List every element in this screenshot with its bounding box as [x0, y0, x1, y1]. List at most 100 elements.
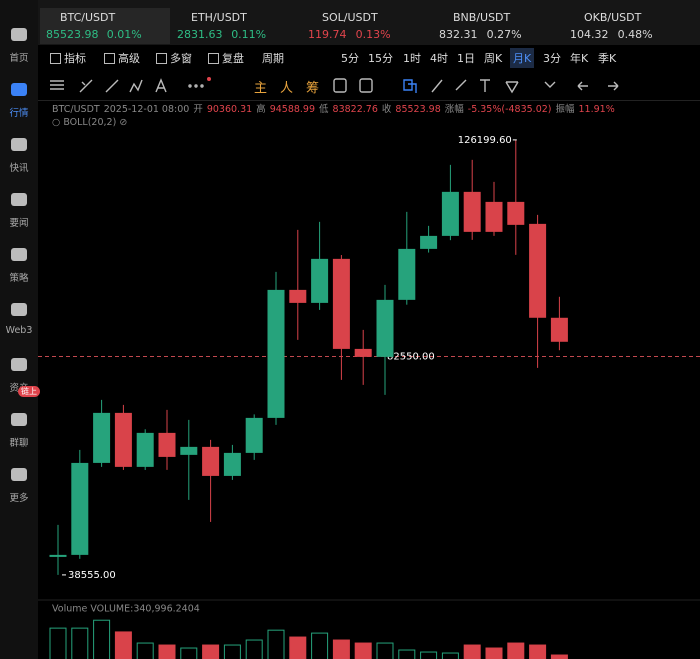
volume-bar: [180, 647, 198, 659]
candle-body: [485, 201, 503, 232]
volume-bar: [441, 652, 459, 659]
volume-bar: [245, 639, 263, 659]
volume-bar: [463, 644, 481, 659]
candle-body: [158, 432, 176, 457]
interval-button[interactable]: 5分: [341, 52, 359, 65]
tab-change: 0.13%: [355, 28, 391, 41]
interval-button[interactable]: 1日: [457, 52, 475, 65]
tool-button[interactable]: 指标: [64, 52, 86, 65]
tool-icon: [208, 53, 219, 64]
tab-bar: BTC/USDT 85523.98 0.01% ETH/USDT 2831.63 0.11…: [38, 0, 700, 45]
tab[interactable]: BNB/USDT 832.31 0.27%: [433, 8, 563, 44]
tab-change: 0.27%: [486, 28, 522, 41]
candle-body: [376, 299, 394, 357]
info-value: 90360.31: [206, 104, 253, 115]
volume-bar: [354, 642, 372, 659]
interval-button[interactable]: 季K: [598, 52, 617, 65]
chart: 82550.00 126199.60 38555.00 Volume VOLUME:3…: [38, 135, 700, 659]
nav-icon: [11, 413, 27, 426]
candle-body: [71, 462, 89, 555]
interval-button[interactable]: 月K: [510, 48, 535, 68]
candle-body: [398, 248, 416, 300]
candle-body: [136, 432, 154, 467]
tab-change: 0.01%: [106, 28, 142, 41]
candle-body: [420, 235, 438, 249]
badge: 链上: [18, 386, 40, 397]
volume-bar: [550, 654, 568, 659]
interval-button[interactable]: 3分: [543, 52, 561, 65]
tab-symbol: OKB/USDT: [584, 11, 642, 24]
nav-icon: [11, 358, 27, 371]
candle-body: [180, 446, 198, 455]
candle-body: [507, 201, 525, 225]
sidebar: 首页行情快讯要闻策略Web3资产群聊更多链上: [0, 0, 40, 659]
period-select[interactable]: 周期: [262, 52, 284, 65]
tab[interactable]: BTC/USDT 85523.98 0.01%: [40, 8, 170, 44]
nav-label[interactable]: 群聊: [9, 438, 29, 449]
candle-body: [267, 289, 285, 418]
draw-tool[interactable]: 筹: [306, 81, 320, 96]
candle-body: [463, 191, 481, 232]
info-label: 开: [193, 104, 203, 115]
tool-button[interactable]: 复盘: [222, 52, 244, 65]
tab[interactable]: OKB/USDT 104.32 0.48%: [564, 8, 694, 44]
draw-toolbar: 主人筹: [38, 70, 700, 101]
draw-tool[interactable]: 人: [280, 81, 294, 96]
tool-button[interactable]: 高级: [118, 52, 140, 65]
candle-body: [354, 348, 372, 357]
volume-bar: [507, 642, 525, 659]
interval-button[interactable]: 4时: [430, 52, 448, 65]
volume-bar: [376, 642, 394, 659]
nav-label[interactable]: 首页: [9, 53, 29, 64]
tab[interactable]: ETH/USDT 2831.63 0.11%: [171, 8, 301, 44]
indicator: ○ BOLL(20,2) ⊘: [52, 117, 128, 128]
nav-icon: [11, 28, 27, 41]
tab-symbol: BNB/USDT: [453, 11, 511, 24]
candle-body: [529, 223, 547, 318]
nav-label[interactable]: 要闻: [9, 218, 29, 229]
tab[interactable]: SOL/USDT 119.74 0.13%: [302, 8, 432, 44]
info-label: 收: [381, 104, 392, 115]
volume-bar: [398, 649, 416, 659]
tab-symbol: SOL/USDT: [322, 11, 378, 24]
tool-icon: [50, 53, 61, 64]
volume-label: Volume VOLUME:340,996.2404: [52, 604, 200, 615]
tab-price: 2831.63: [177, 28, 223, 41]
interval-button[interactable]: 周K: [484, 52, 503, 65]
volume-bar: [93, 619, 111, 659]
volume-bar: [114, 631, 132, 659]
draw-tool[interactable]: 主: [254, 81, 268, 96]
info-symbol: BTC/USDT: [52, 104, 100, 115]
volume-bar: [420, 651, 438, 659]
nav-label[interactable]: 策略: [9, 273, 29, 284]
tab-price: 832.31: [439, 28, 478, 41]
nav-label[interactable]: 行情: [9, 108, 29, 119]
tab-symbol: ETH/USDT: [191, 11, 247, 24]
nav-icon: [11, 303, 27, 316]
high-label: 126199.60: [458, 135, 512, 146]
tool-button[interactable]: 多窗: [170, 52, 192, 65]
info-datetime: 2025-12-01 08:00: [103, 104, 190, 115]
candle-body: [550, 317, 568, 342]
tab-price: 104.32: [570, 28, 609, 41]
info-label: 涨幅: [444, 104, 464, 115]
candle-body: [441, 191, 459, 236]
info-value: -5.35%(-4835.02): [467, 104, 552, 115]
volume-bar: [71, 627, 89, 659]
interval-button[interactable]: 1时: [403, 52, 421, 65]
nav-icon: [11, 138, 27, 151]
nav-label[interactable]: Web3: [5, 325, 33, 336]
info-value: 85523.98: [395, 104, 441, 115]
price-line-label: 82550.00: [387, 352, 435, 363]
nav-label[interactable]: 更多: [9, 493, 29, 504]
candle-body: [223, 452, 241, 476]
toolbar: 指标 高级 多窗 复盘 周期 5分 15分 1时 4时 1日 周K 月K 3分 年K 季K: [38, 45, 700, 70]
info-label: 高: [256, 104, 266, 115]
volume-bar: [332, 639, 350, 659]
info-value: 11.91%: [578, 104, 615, 115]
nav-label[interactable]: 快讯: [9, 163, 29, 174]
interval-button[interactable]: 年K: [570, 52, 589, 65]
volume-bar: [223, 644, 241, 659]
interval-button[interactable]: 15分: [368, 52, 393, 65]
